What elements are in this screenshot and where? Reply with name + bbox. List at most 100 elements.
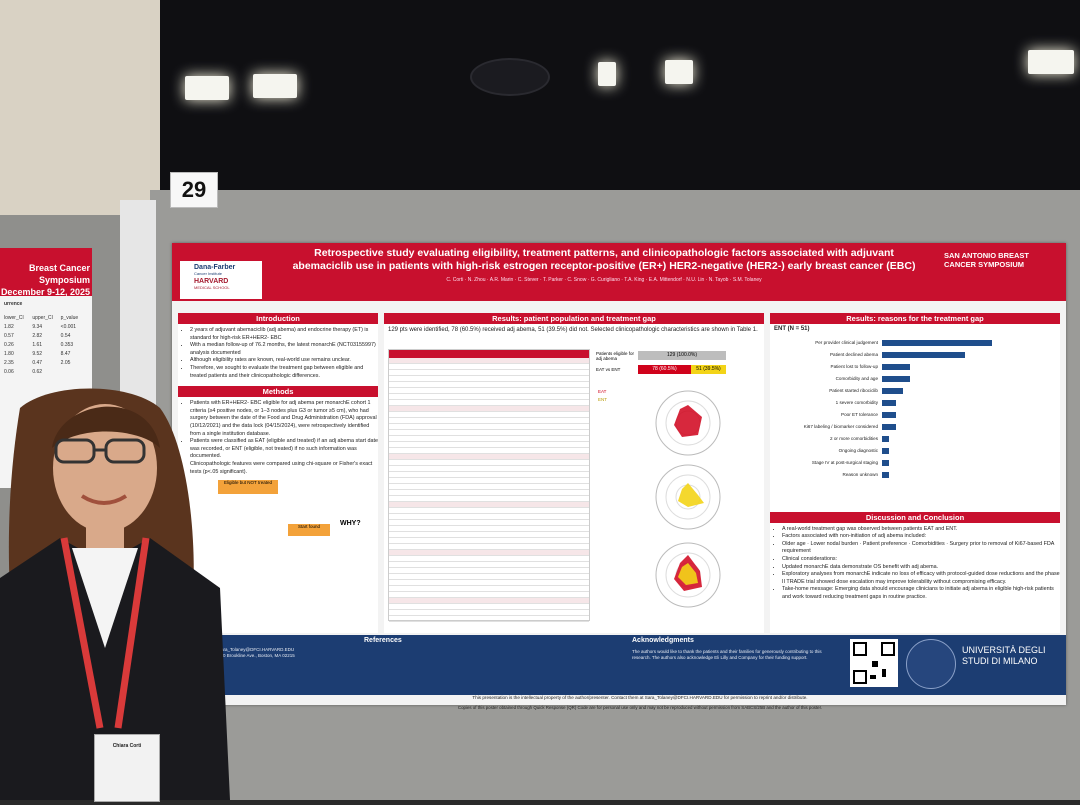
neighbor-poster-cell: 2.05 <box>60 360 71 366</box>
dana-farber-sub: Cancer Institute <box>194 271 223 276</box>
poster-column-right: Results: reasons for the treatment gap E… <box>770 313 1060 633</box>
harvard-name: HARVARD <box>194 278 229 285</box>
ack-header: Acknowledgments <box>632 637 694 644</box>
table-row <box>389 514 589 520</box>
discussion-bullet: Factors associated with non-initiation o… <box>782 533 1060 541</box>
presenter: Chiara Corti <box>0 388 230 802</box>
intro-header: Introduction <box>178 313 378 324</box>
table-row <box>389 586 589 592</box>
table-row <box>389 520 589 526</box>
references-header: References <box>364 637 402 644</box>
table-row <box>389 400 589 406</box>
discussion-bullet: Updated monarchE data demonstrate OS ben… <box>782 564 1060 572</box>
poster: Dana-Farber Cancer Institute HARVARD MED… <box>172 243 1066 710</box>
ceiling-speaker <box>470 58 550 96</box>
neighbor-poster-table: lower_CI upper_CI p_value 1.82 9.34 <0.001 0.5… <box>4 314 88 376</box>
table-row <box>389 424 589 430</box>
intro-bullet: Although eligibility rates are known, re… <box>190 357 378 365</box>
neighbor-poster-cell: <0.001 <box>60 324 77 330</box>
harvard-sub: MEDICAL SCHOOL <box>194 285 230 290</box>
reason-bar <box>882 375 910 382</box>
methods-bullet: Clinicopathologic features were compared… <box>190 461 378 476</box>
neighbor-poster-cell: p_value <box>60 315 79 321</box>
neighbor-poster-cell: 9.34 <box>32 324 43 330</box>
reason-bar <box>882 363 910 370</box>
gap-bar-total: 129 (100.0%) <box>638 351 726 360</box>
table-row <box>389 388 589 394</box>
gap-figure: Patients eligible for adj abema EAT vs E… <box>596 349 760 619</box>
table-row <box>389 448 589 454</box>
sabcs-logo: SAN ANTONIO BREAST CANCER SYMPOSIUM <box>944 251 1030 269</box>
table-row <box>389 490 589 496</box>
table-row <box>389 484 589 490</box>
radar-chart <box>655 464 721 530</box>
table-row <box>389 604 589 610</box>
table-row <box>389 376 589 382</box>
radar-chart <box>655 542 721 608</box>
table-row <box>389 358 589 364</box>
methods-header: Methods <box>178 386 378 398</box>
neighbor-poster-cell: 8.47 <box>60 351 71 357</box>
reason-bar <box>882 399 896 406</box>
discussion-bullet: A real-world treatment gap was observed … <box>782 526 1060 534</box>
table-row <box>389 544 589 550</box>
table-row <box>389 580 589 586</box>
poster-bottom-band: References Sara_Tolaney@DFCI.HARVARD.EDU… <box>214 635 1066 695</box>
legend-eat: EAT <box>598 389 607 394</box>
reason-bar <box>882 435 889 442</box>
poster-footer: This presentation is the intellectual pr… <box>214 695 1066 705</box>
neighbor-poster-header: Breast Cancer Symposium December 9-12, 2… <box>0 248 92 297</box>
table-row <box>389 364 589 370</box>
reasons-bar-chart: Per provider clinical judgement Patient d… <box>770 336 1060 486</box>
table-row <box>389 406 589 412</box>
badge-name: Chiara Corti <box>112 743 142 749</box>
table-row <box>389 532 589 538</box>
poster-column-left: Introduction 2 years of adjuvant abemaci… <box>178 313 378 633</box>
methods-bullet: Patients were classified as EAT (eligibl… <box>190 438 378 461</box>
neighbor-poster-cell: 9.52 <box>32 351 43 357</box>
table-row <box>389 568 589 574</box>
neighbor-poster-cell: 1.61 <box>32 342 43 348</box>
intro-list: 2 years of adjuvant abemaciclib (adj abe… <box>178 327 378 380</box>
table-row <box>389 370 589 376</box>
table-row <box>389 466 589 472</box>
discussion-bullet: Older age · Lower nodal burden · Patient… <box>782 541 1060 556</box>
contact-block: Sara_Tolaney@DFCI.HARVARD.EDU 450 Brookl… <box>218 647 368 659</box>
reason-bar <box>882 387 903 394</box>
table-row <box>389 550 589 556</box>
university-seal <box>906 639 956 689</box>
gap-bar-ent: 51 (39.5%) <box>691 365 726 374</box>
footer-line-2: Copies of this poster obtained through Q… <box>457 705 823 710</box>
discussion-bullet: Take-home message: Emerging data should … <box>782 586 1060 601</box>
neighbor-poster-cell: upper_CI <box>32 315 53 321</box>
ceiling <box>0 0 1080 200</box>
reason-label: Poor ET tolerance <box>841 411 878 417</box>
qr-code[interactable] <box>850 639 898 687</box>
why-label: WHY? <box>340 520 361 528</box>
table-row <box>389 478 589 484</box>
table-row <box>389 592 589 598</box>
methods-diagram: Eligible but NOT treated Start found WHY… <box>178 476 378 556</box>
poster-header: Dana-Farber Cancer Institute HARVARD MED… <box>172 243 1066 301</box>
table-row <box>389 574 589 580</box>
table-row <box>389 538 589 544</box>
not-found-box: Eligible but NOT treated <box>218 480 278 495</box>
reason-label: Comorbidity and age <box>835 375 878 381</box>
neighbor-poster-cell: 0.353 <box>60 342 74 348</box>
reason-bar <box>882 339 992 346</box>
university-name: UNIVERSITÀ DEGLI STUDI DI MILANO <box>962 645 1046 666</box>
neighbor-poster-cell: 1.82 <box>4 324 14 330</box>
intro-bullet: With a median follow-up of 76.2 months, … <box>190 342 378 357</box>
left-wall <box>0 0 160 215</box>
dana-farber-name: Dana-Farber <box>194 264 236 271</box>
contact-email: Sara_Tolaney@DFCI.HARVARD.EDU <box>218 647 295 652</box>
table-row <box>389 610 589 616</box>
legend-ent: ENT <box>598 397 607 402</box>
discussion-header: Discussion and Conclusion <box>770 511 1060 523</box>
neighbor-poster-dates: December 9-12, 2025 <box>0 287 90 297</box>
ack-text: The authors would like to thank the pati… <box>632 649 822 660</box>
reason-label: Reason unknown <box>842 471 879 477</box>
neighbor-poster-body: urrence lower_CI upper_CI p_value 1.82 9.34 <… <box>0 296 92 380</box>
poster-column-middle: Results: patient population and treatmen… <box>384 313 764 633</box>
radar-charts <box>655 390 721 608</box>
